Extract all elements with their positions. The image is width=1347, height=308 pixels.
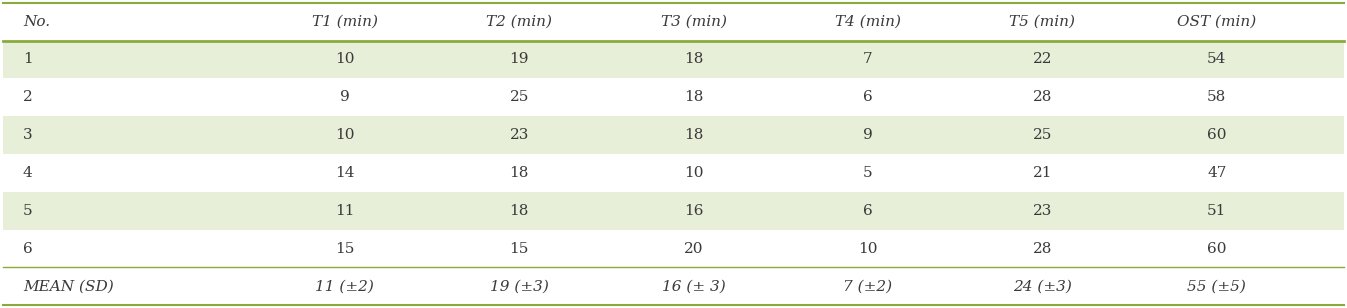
Text: 2: 2 [23,90,32,104]
Text: 55 (±5): 55 (±5) [1187,279,1246,293]
Bar [3,192,1344,229]
Text: 18: 18 [509,204,529,218]
Text: 15: 15 [509,241,529,256]
Text: 11 (±2): 11 (±2) [315,279,374,293]
Text: 60: 60 [1207,128,1227,142]
Text: 22: 22 [1033,52,1052,67]
Text: 20: 20 [684,241,703,256]
Text: 18: 18 [684,90,703,104]
Text: 18: 18 [684,128,703,142]
Bar [3,41,1344,79]
Text: MEAN (SD): MEAN (SD) [23,279,113,293]
Text: T3 (min): T3 (min) [660,15,726,29]
Text: 6: 6 [23,241,32,256]
Bar [3,154,1344,192]
Text: 47: 47 [1207,166,1227,180]
Text: 15: 15 [335,241,354,256]
Text: 1: 1 [23,52,32,67]
Text: 5: 5 [863,166,873,180]
Text: 23: 23 [509,128,529,142]
Text: 10: 10 [335,52,354,67]
Bar [3,79,1344,116]
Text: 5: 5 [23,204,32,218]
Bar [3,116,1344,154]
Text: 18: 18 [684,52,703,67]
Text: 21: 21 [1033,166,1052,180]
Text: 60: 60 [1207,241,1227,256]
Text: 10: 10 [684,166,703,180]
Text: 9: 9 [863,128,873,142]
Text: 11: 11 [335,204,354,218]
Text: T1 (min): T1 (min) [313,15,379,29]
Text: 18: 18 [509,166,529,180]
Text: 25: 25 [509,90,529,104]
Text: 28: 28 [1033,241,1052,256]
Text: 16: 16 [684,204,703,218]
Text: 14: 14 [335,166,354,180]
Text: T2 (min): T2 (min) [486,15,552,29]
Text: 16 (± 3): 16 (± 3) [661,279,726,293]
Text: 4: 4 [23,166,32,180]
Text: No.: No. [23,15,50,29]
Text: 7: 7 [863,52,873,67]
Text: 6: 6 [863,204,873,218]
Text: T5 (min): T5 (min) [1009,15,1075,29]
Text: 19: 19 [509,52,529,67]
Text: 6: 6 [863,90,873,104]
Text: 24 (±3): 24 (±3) [1013,279,1072,293]
Text: 7 (±2): 7 (±2) [843,279,893,293]
Text: 19 (±3): 19 (±3) [490,279,548,293]
Text: 9: 9 [339,90,350,104]
Bar [3,3,1344,41]
Text: 28: 28 [1033,90,1052,104]
Bar [3,229,1344,267]
Text: 54: 54 [1207,52,1227,67]
Text: T4 (min): T4 (min) [835,15,901,29]
Text: 25: 25 [1033,128,1052,142]
Text: 23: 23 [1033,204,1052,218]
Text: OST (min): OST (min) [1177,15,1257,29]
Text: 10: 10 [335,128,354,142]
Text: 58: 58 [1207,90,1226,104]
Text: 10: 10 [858,241,878,256]
Bar [3,267,1344,305]
Text: 51: 51 [1207,204,1227,218]
Text: 3: 3 [23,128,32,142]
